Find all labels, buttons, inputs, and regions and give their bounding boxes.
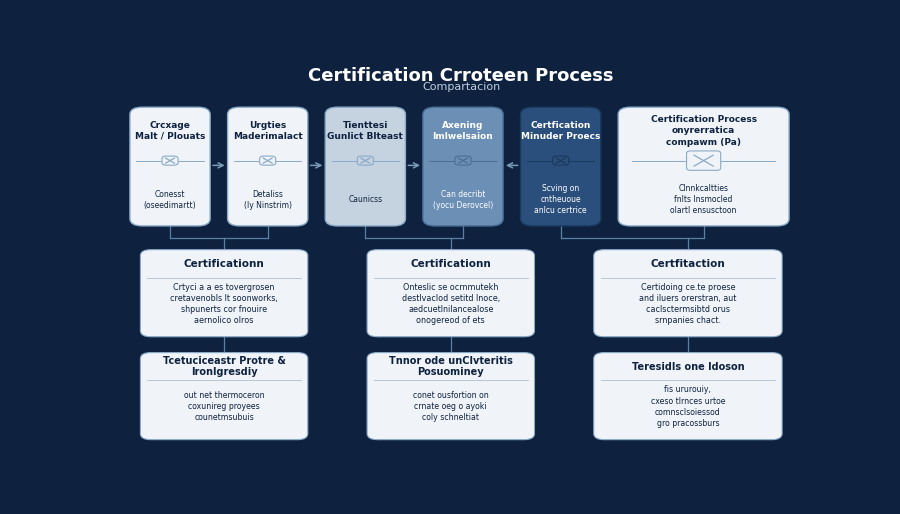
Text: Certificationn: Certificationn (184, 259, 265, 269)
FancyBboxPatch shape (140, 353, 308, 439)
Text: Certidoing ce.te proese
and iluers orerstran, aut
caclsctermsibtd orus
srnpanies: Certidoing ce.te proese and iluers orers… (639, 283, 736, 325)
Text: Compartacion: Compartacion (422, 82, 500, 93)
Text: conet ousfortion on
crnate oeg o ayoki
coly schneltiat: conet ousfortion on crnate oeg o ayoki c… (413, 391, 489, 422)
Text: Urgties
Maderimalact: Urgties Maderimalact (233, 121, 302, 141)
FancyBboxPatch shape (553, 156, 569, 165)
FancyBboxPatch shape (594, 250, 782, 337)
FancyBboxPatch shape (130, 107, 211, 226)
Text: Certification Process
onyrerratica
compawm (Pa): Certification Process onyrerratica compa… (651, 115, 757, 146)
FancyBboxPatch shape (162, 156, 178, 165)
Text: Detaliss
(ly Ninstrim): Detaliss (ly Ninstrim) (244, 190, 292, 210)
Text: Can decribt
(yocu Derovcel): Can decribt (yocu Derovcel) (433, 190, 493, 210)
Text: out net thermoceron
coxunireg proyees
counetmsubuis: out net thermoceron coxunireg proyees co… (184, 391, 265, 422)
FancyBboxPatch shape (423, 107, 503, 226)
Text: Axening
Imlwelsaion: Axening Imlwelsaion (433, 121, 493, 141)
Text: Tnnor ode unClvteritis
Posuominey: Tnnor ode unClvteritis Posuominey (389, 356, 513, 377)
Text: Tcetuciceastr Protre &
Ironlgresdiy: Tcetuciceastr Protre & Ironlgresdiy (163, 356, 285, 377)
Text: Teresidls one ldoson: Teresidls one ldoson (632, 361, 744, 372)
FancyBboxPatch shape (357, 156, 374, 165)
FancyBboxPatch shape (594, 353, 782, 439)
FancyBboxPatch shape (260, 156, 275, 165)
Text: Clnnkcaltties
fnlts lnsmocled
olartl ensusctoon: Clnnkcaltties fnlts lnsmocled olartl ens… (670, 184, 737, 215)
Text: Certfication
Minuder Proecs: Certfication Minuder Proecs (521, 121, 600, 141)
Text: Onteslic se ocrnmutekh
destlvaclod setitd lnoce,
aedcuetlnilancealose
onogereod : Onteslic se ocrnmutekh destlvaclod setit… (401, 283, 500, 325)
FancyBboxPatch shape (367, 250, 535, 337)
Text: Scving on
cntheuoue
anlcu certrice: Scving on cntheuoue anlcu certrice (535, 184, 587, 215)
FancyBboxPatch shape (228, 107, 308, 226)
Text: fis ururouiy,
cxeso tlrnces urtoe
comnsclsoiessod
gro pracossburs: fis ururouiy, cxeso tlrnces urtoe comnsc… (651, 386, 725, 428)
Text: Crcxage
Malt / Plouats: Crcxage Malt / Plouats (135, 121, 205, 141)
Text: Crtyci a a es tovergrosen
cretavenobls lt soonworks,
shpunerts cor fnouire
aerno: Crtyci a a es tovergrosen cretavenobls l… (170, 283, 278, 325)
Text: Caunicss: Caunicss (348, 195, 382, 204)
Text: Tienttesi
Gunlict Blteast: Tienttesi Gunlict Blteast (328, 121, 403, 141)
Text: Certification Crroteen Process: Certification Crroteen Process (309, 66, 614, 84)
Text: Conesst
(oseedimartt): Conesst (oseedimartt) (144, 190, 196, 210)
FancyBboxPatch shape (455, 156, 471, 165)
Text: Certfitaction: Certfitaction (651, 259, 725, 269)
FancyBboxPatch shape (140, 250, 308, 337)
FancyBboxPatch shape (618, 107, 789, 226)
FancyBboxPatch shape (367, 353, 535, 439)
Text: Certificationn: Certificationn (410, 259, 491, 269)
FancyBboxPatch shape (520, 107, 601, 226)
FancyBboxPatch shape (325, 107, 405, 226)
FancyBboxPatch shape (687, 151, 721, 170)
